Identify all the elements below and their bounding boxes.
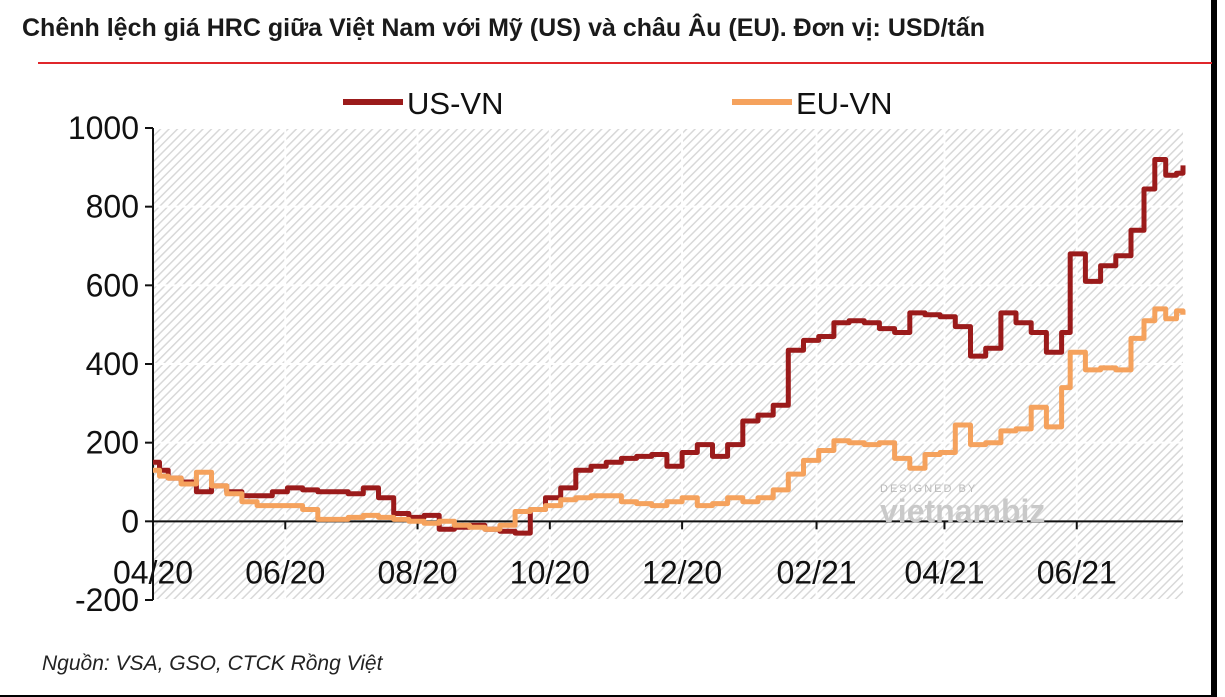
x-tick-label: 12/20 [642, 554, 722, 590]
x-tick-label: 06/20 [245, 554, 325, 590]
series-lines [153, 157, 1186, 536]
y-tick-label: 200 [86, 425, 139, 461]
y-tick-label: -200 [75, 582, 139, 618]
y-axis-ticks: -200 0 200 400 600 800 1000 [68, 110, 139, 618]
watermark-small-text: DESIGNED BY [880, 483, 977, 495]
x-tick-label: 04/20 [113, 554, 193, 590]
y-tick-label: 0 [121, 503, 139, 539]
x-tick-label: 08/20 [378, 554, 458, 590]
series-line-eu-vn [153, 306, 1186, 532]
x-tick-label: 06/21 [1037, 554, 1117, 590]
line-chart: -200 0 200 400 600 800 1000 04/20 06/20 08/20 10/… [68, 86, 1186, 618]
y-tick-label: 800 [86, 189, 139, 225]
series-line-us-vn [153, 157, 1186, 536]
chart-title: Chênh lệch giá HRC giữa Việt Nam với Mỹ … [22, 14, 986, 42]
y-tick-label: 400 [86, 346, 139, 382]
watermark-logo-text: vietnambiz [880, 493, 1045, 529]
x-axis-ticks: 04/20 06/20 08/20 10/20 12/20 02/21 04/21 06/21 [113, 554, 1117, 590]
x-tick-label: 10/20 [510, 554, 590, 590]
x-tick-label: 02/21 [776, 554, 856, 590]
legend-label-eu-vn: EU-VN [796, 86, 892, 121]
y-tick-label: 600 [86, 267, 139, 303]
y-tick-label: 1000 [68, 110, 139, 146]
legend-label-us-vn: US-VN [407, 86, 503, 121]
title-divider [38, 62, 1212, 64]
legend: US-VN EU-VN [343, 86, 892, 121]
vietnambiz-watermark: DESIGNED BY vietnambiz [880, 483, 1045, 529]
x-tick-label: 04/21 [904, 554, 984, 590]
source-note: Nguồn: VSA, GSO, CTCK Rồng Việt [42, 652, 383, 675]
